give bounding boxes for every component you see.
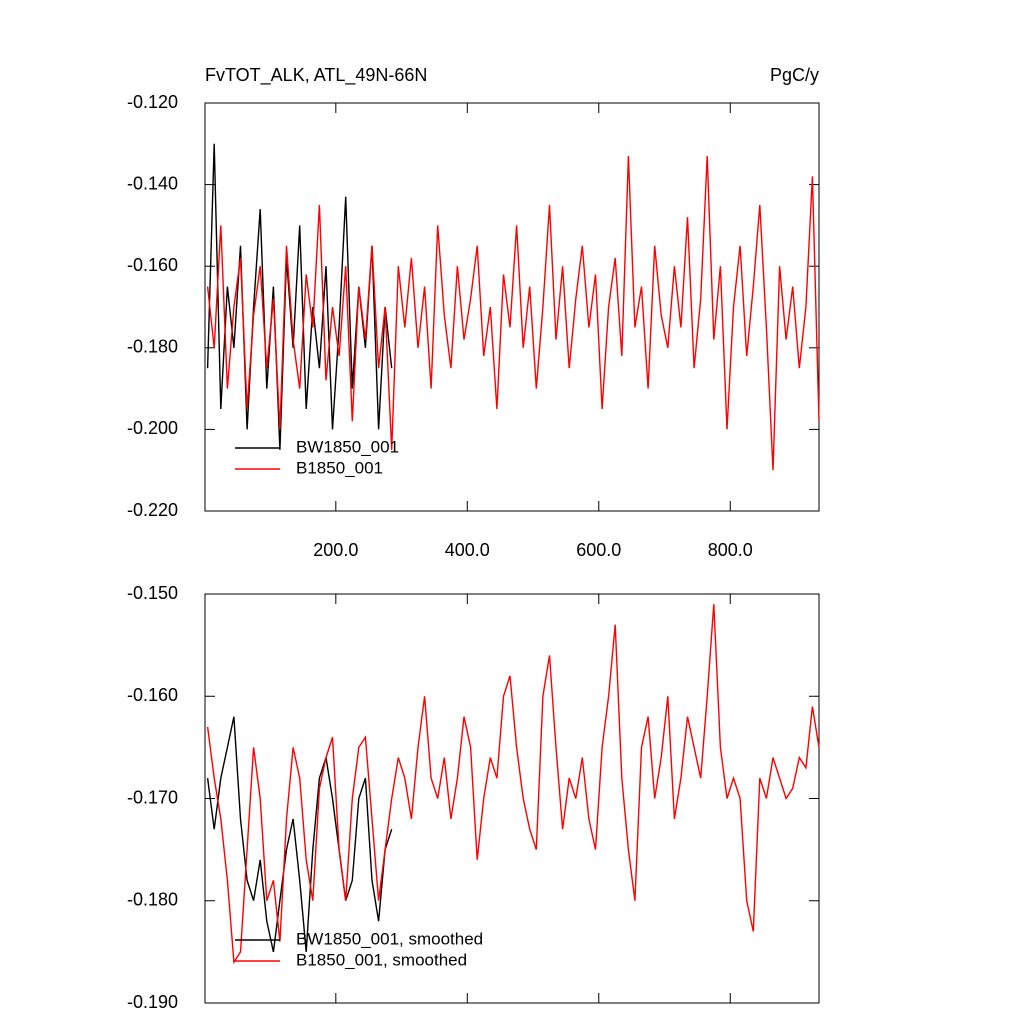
y-tick-label: -0.150 (127, 583, 178, 603)
y-tick-label: -0.170 (127, 787, 178, 807)
x-tick-label: 600.0 (576, 540, 621, 560)
y-tick-label: -0.190 (127, 992, 178, 1012)
data-line (206, 604, 820, 965)
x-tick-label: 800.0 (708, 540, 753, 560)
y-tick-label: -0.220 (127, 500, 178, 520)
legend-label: BW1850_001, smoothed (296, 929, 483, 948)
data-line (206, 716, 393, 953)
legend-label: BW1850_001 (296, 437, 399, 456)
x-tick-label: 400.0 (445, 540, 490, 560)
y-tick-label: -0.140 (127, 173, 178, 193)
chart-title: FvTOT_ALK, ATL_49N-66N (205, 65, 427, 86)
x-tick-label: 200.0 (313, 540, 358, 560)
legend-label: B1850_001, smoothed (296, 950, 467, 969)
plot-frame (204, 102, 820, 512)
y-tick-label: -0.180 (127, 890, 178, 910)
legend-label: B1850_001 (296, 458, 383, 477)
y-tick-label: -0.160 (127, 255, 178, 275)
units-label: PgC/y (770, 65, 819, 85)
y-tick-label: -0.180 (127, 337, 178, 357)
y-tick-label: -0.120 (127, 92, 178, 112)
y-tick-label: -0.160 (127, 685, 178, 705)
y-tick-label: -0.200 (127, 418, 178, 438)
data-line (206, 155, 820, 471)
